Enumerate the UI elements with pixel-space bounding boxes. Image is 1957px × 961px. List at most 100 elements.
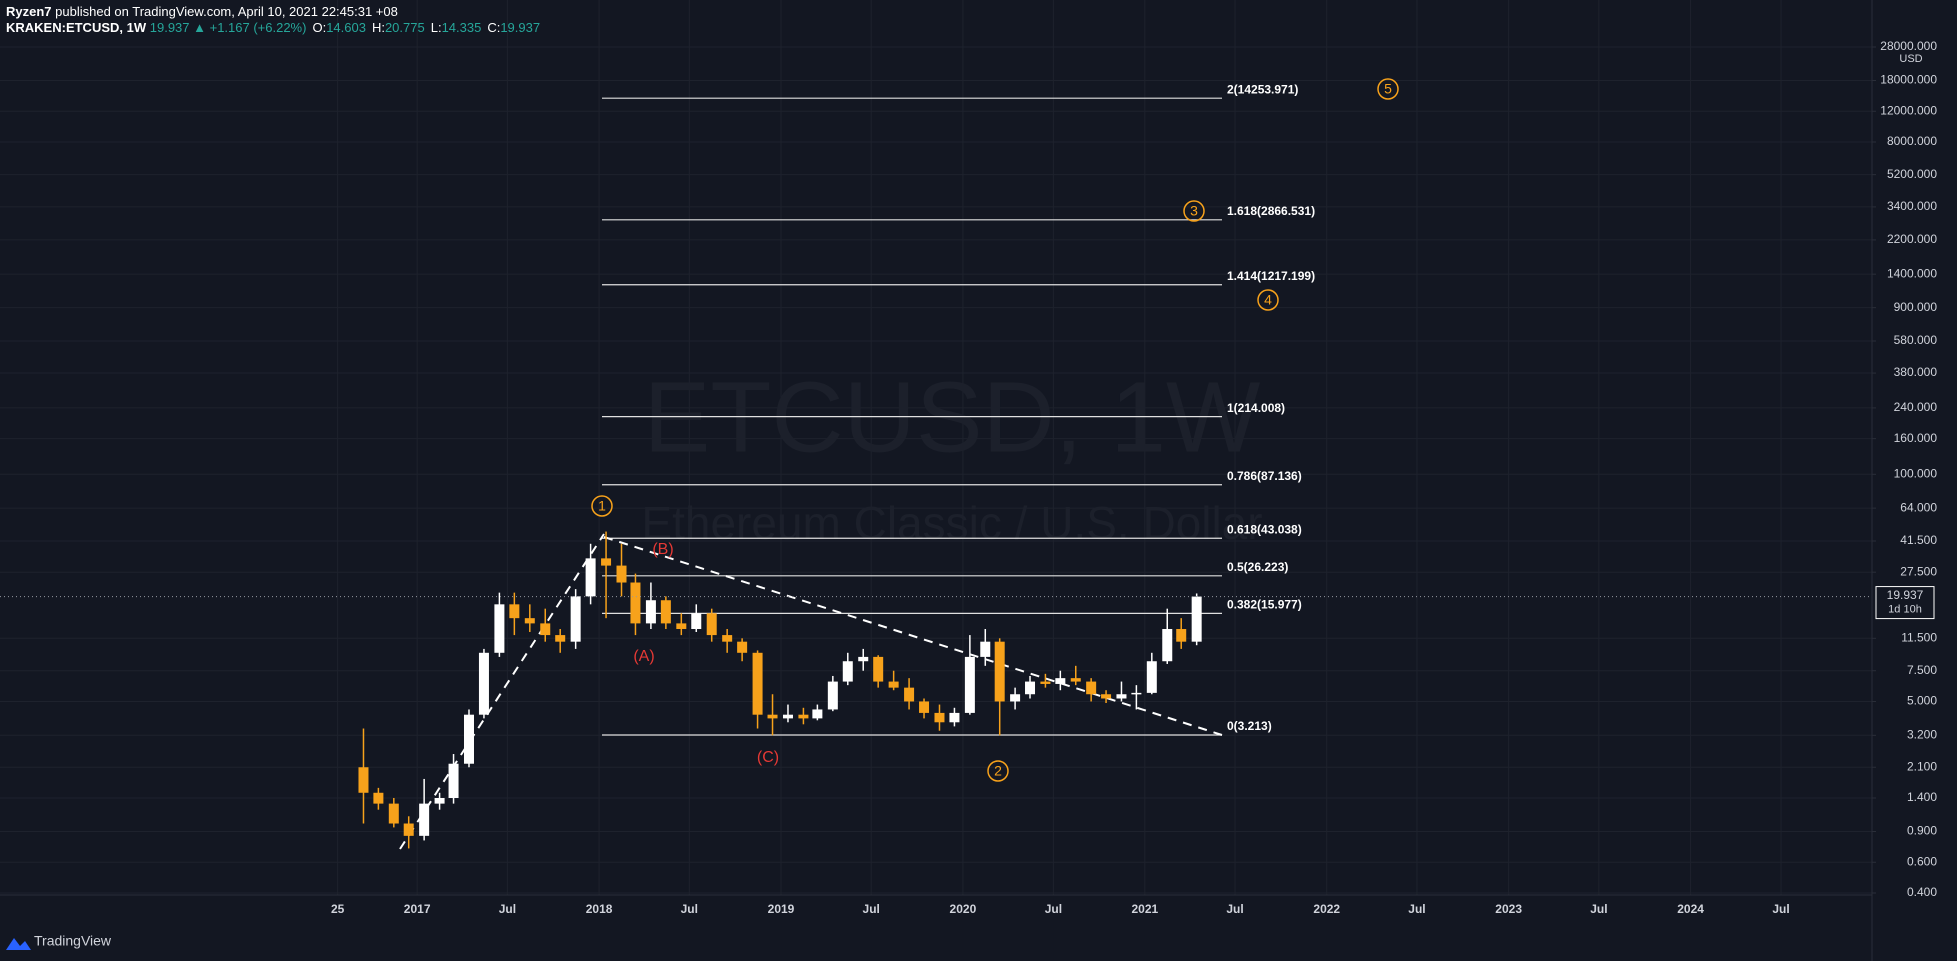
candle-body (1146, 661, 1157, 693)
y-axis: 28000.000 18000.000 12000.000 8000.000 5200.… (1872, 39, 1937, 899)
wave-label: (A) (633, 648, 654, 665)
candle-body (949, 712, 960, 723)
symbol: KRAKEN:ETCUSD, 1W (6, 20, 147, 35)
ohlc-key: C: (487, 20, 500, 35)
wave-circle (1377, 78, 1399, 100)
fib-label: 0.5(26.223) (1227, 560, 1288, 574)
candles (358, 531, 1202, 849)
candle-body (524, 618, 535, 624)
wave-label: 5 (1384, 81, 1392, 97)
candle-body (767, 714, 778, 719)
y-tick-label: 8000.000 (1887, 134, 1937, 148)
candle-body (1025, 681, 1036, 695)
x-tick-label: 25 (331, 902, 345, 916)
author: Ryzen7 (6, 4, 52, 19)
candle-body (660, 600, 671, 624)
x-tick-label: 2021 (1131, 902, 1158, 916)
candle-body (373, 792, 384, 804)
x-tick-label: 2023 (1495, 902, 1522, 916)
x-tick-label: Jul (1045, 902, 1062, 916)
x-tick-label: Jul (1226, 902, 1243, 916)
y-tick-label: 0.600 (1907, 854, 1937, 868)
candle-body (812, 709, 823, 719)
candle-body (1116, 694, 1127, 699)
ohlc-key: L: (431, 20, 442, 35)
x-tick-label: Jul (1772, 902, 1789, 916)
candle-body (478, 652, 489, 715)
y-tick-label: 0.900 (1907, 824, 1937, 838)
fib-label: 1.414(1217.199) (1227, 269, 1315, 283)
fib-levels: 2(14253.971) 1.618(2866.531) 1.414(1217.19… (602, 82, 1315, 736)
y-tick-label: 100.000 (1894, 466, 1938, 480)
wave-label: 3 (1190, 203, 1198, 219)
wave-label: 2 (994, 763, 1002, 779)
watermark-subtitle: Ethereum Classic / U.S. Dollar (641, 497, 1262, 549)
candle-body (1191, 596, 1202, 642)
candle-body (358, 767, 369, 793)
candle-body (463, 714, 474, 764)
y-tick-label: 28000.000 (1880, 39, 1937, 53)
y-tick-label: 11.500 (1901, 630, 1937, 644)
x-tick-label: 2019 (768, 902, 795, 916)
y-tick-label: 7.500 (1907, 663, 1937, 677)
y-tick-label: 3400.000 (1887, 199, 1937, 213)
x-tick-label: Jul (1408, 902, 1425, 916)
ohlc-value: 14.603 (326, 20, 366, 35)
candle-body (964, 656, 975, 713)
candle-body (570, 596, 581, 642)
y-tick-label: 5.000 (1907, 694, 1937, 708)
y-unit: USD (1899, 53, 1922, 65)
y-tick-label: 64.000 (1900, 500, 1937, 514)
brand: TradingView (34, 933, 112, 949)
ohlc-value: 20.775 (385, 20, 425, 35)
wave-circle (591, 495, 613, 517)
ohlc-value: 14.335 (442, 20, 482, 35)
candle-body (934, 712, 945, 723)
x-tick-label: 2022 (1313, 902, 1340, 916)
candle-body (419, 803, 430, 836)
candle-body (509, 604, 520, 619)
fib-label: 1.618(2866.531) (1227, 204, 1315, 218)
x-tick-label: 2018 (586, 902, 613, 916)
candle-body (555, 635, 566, 642)
wave-circle (987, 760, 1009, 782)
x-tick-label: 2020 (950, 902, 977, 916)
fib-label: 0.786(87.136) (1227, 469, 1302, 483)
candle-body (858, 656, 869, 662)
trend-line (399, 533, 605, 850)
logo-icon (6, 938, 31, 950)
y-tick-label: 1.400 (1907, 790, 1937, 804)
y-tick-label: 27.500 (1900, 564, 1937, 578)
candle-body (798, 714, 809, 719)
fib-label: 2(14253.971) (1227, 82, 1298, 96)
candle-body (630, 582, 641, 624)
y-tick-label: 380.000 (1894, 365, 1938, 379)
candle-body (601, 558, 612, 566)
candle-body (434, 798, 445, 804)
candle-body (540, 623, 551, 636)
y-tick-label: 2.100 (1907, 759, 1937, 773)
candle-body (782, 714, 793, 719)
candle-body (904, 687, 915, 702)
quote: 19.937 ▲ +1.167 (+6.22%) (150, 20, 307, 35)
wave-circle (1183, 200, 1205, 222)
candle-body (919, 701, 930, 713)
candle-body (827, 681, 838, 710)
y-tick-label: 41.500 (1900, 533, 1937, 547)
trend-line (603, 536, 1223, 736)
watermark-title: ETCUSD, 1W (644, 361, 1261, 473)
symbol-line: KRAKEN:ETCUSD, 1W 19.937 ▲ +1.167 (+6.22… (6, 20, 540, 35)
wave-circle (1257, 289, 1279, 311)
x-tick-label: Jul (681, 902, 698, 916)
candle-body (448, 763, 459, 799)
y-tick-label: 18000.000 (1880, 73, 1937, 87)
x-tick-label: Jul (1590, 902, 1607, 916)
footer-logo: TradingView (6, 933, 112, 950)
candle-body (752, 652, 763, 715)
x-tick-label: 2024 (1677, 902, 1704, 916)
y-tick-label: 900.000 (1894, 300, 1938, 314)
candle-body (737, 641, 748, 653)
candle-body (1086, 681, 1097, 695)
